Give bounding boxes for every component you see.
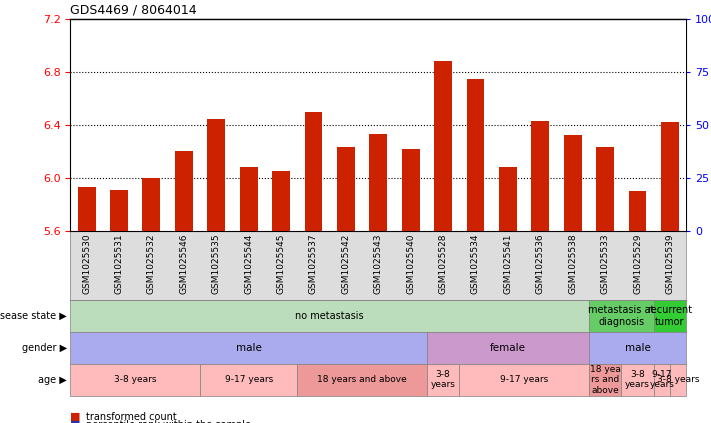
Bar [304, 112, 322, 231]
Bar [653, 364, 670, 396]
Bar [70, 300, 589, 332]
Text: 18 years and above: 18 years and above [317, 375, 407, 384]
Bar [337, 147, 355, 231]
Text: male: male [235, 343, 262, 353]
Bar [142, 178, 160, 231]
Text: 3-8 years: 3-8 years [657, 375, 699, 384]
Text: 3-8
years: 3-8 years [431, 370, 456, 389]
Text: 18 yea
rs and
above: 18 yea rs and above [589, 365, 621, 395]
Text: 9-17 years: 9-17 years [225, 375, 273, 384]
Text: gender ▶: gender ▶ [22, 343, 67, 353]
Bar [589, 364, 621, 396]
Bar [621, 364, 653, 396]
Bar [653, 300, 686, 332]
Bar [200, 364, 297, 396]
Bar [110, 190, 128, 231]
Bar [297, 364, 427, 396]
Bar [77, 187, 95, 231]
Bar [459, 364, 589, 396]
Text: GDS4469 / 8064014: GDS4469 / 8064014 [70, 3, 197, 16]
Text: percentile rank within the sample: percentile rank within the sample [86, 420, 251, 423]
Text: female: female [490, 343, 526, 353]
Text: ■: ■ [70, 420, 81, 423]
Bar [175, 151, 193, 231]
Text: 3-8 years: 3-8 years [114, 375, 156, 384]
Bar [670, 364, 686, 396]
Bar [661, 122, 679, 231]
Bar [531, 121, 549, 231]
Text: 9-17
years: 9-17 years [649, 370, 674, 389]
Bar [70, 332, 427, 364]
Text: transformed count: transformed count [86, 412, 177, 422]
Bar [589, 332, 686, 364]
Bar [208, 120, 225, 231]
Text: male: male [624, 343, 651, 353]
Bar [629, 191, 646, 231]
Bar [434, 61, 452, 231]
Bar [499, 167, 517, 231]
Text: age ▶: age ▶ [38, 375, 67, 385]
Text: ■: ■ [70, 412, 81, 422]
Bar [597, 147, 614, 231]
Text: no metastasis: no metastasis [295, 311, 364, 321]
Bar [369, 134, 387, 231]
Text: disease state ▶: disease state ▶ [0, 311, 67, 321]
Text: 3-8
years: 3-8 years [625, 370, 650, 389]
Text: recurrent
tumor: recurrent tumor [647, 305, 693, 327]
Text: metastasis at
diagnosis: metastasis at diagnosis [588, 305, 655, 327]
Bar [70, 364, 200, 396]
Bar [402, 148, 419, 231]
Bar [272, 171, 290, 231]
Bar [427, 364, 459, 396]
Bar [240, 167, 257, 231]
Bar [564, 135, 582, 231]
Bar [427, 332, 589, 364]
Bar [589, 300, 653, 332]
Text: 9-17 years: 9-17 years [500, 375, 548, 384]
Bar [466, 79, 484, 231]
